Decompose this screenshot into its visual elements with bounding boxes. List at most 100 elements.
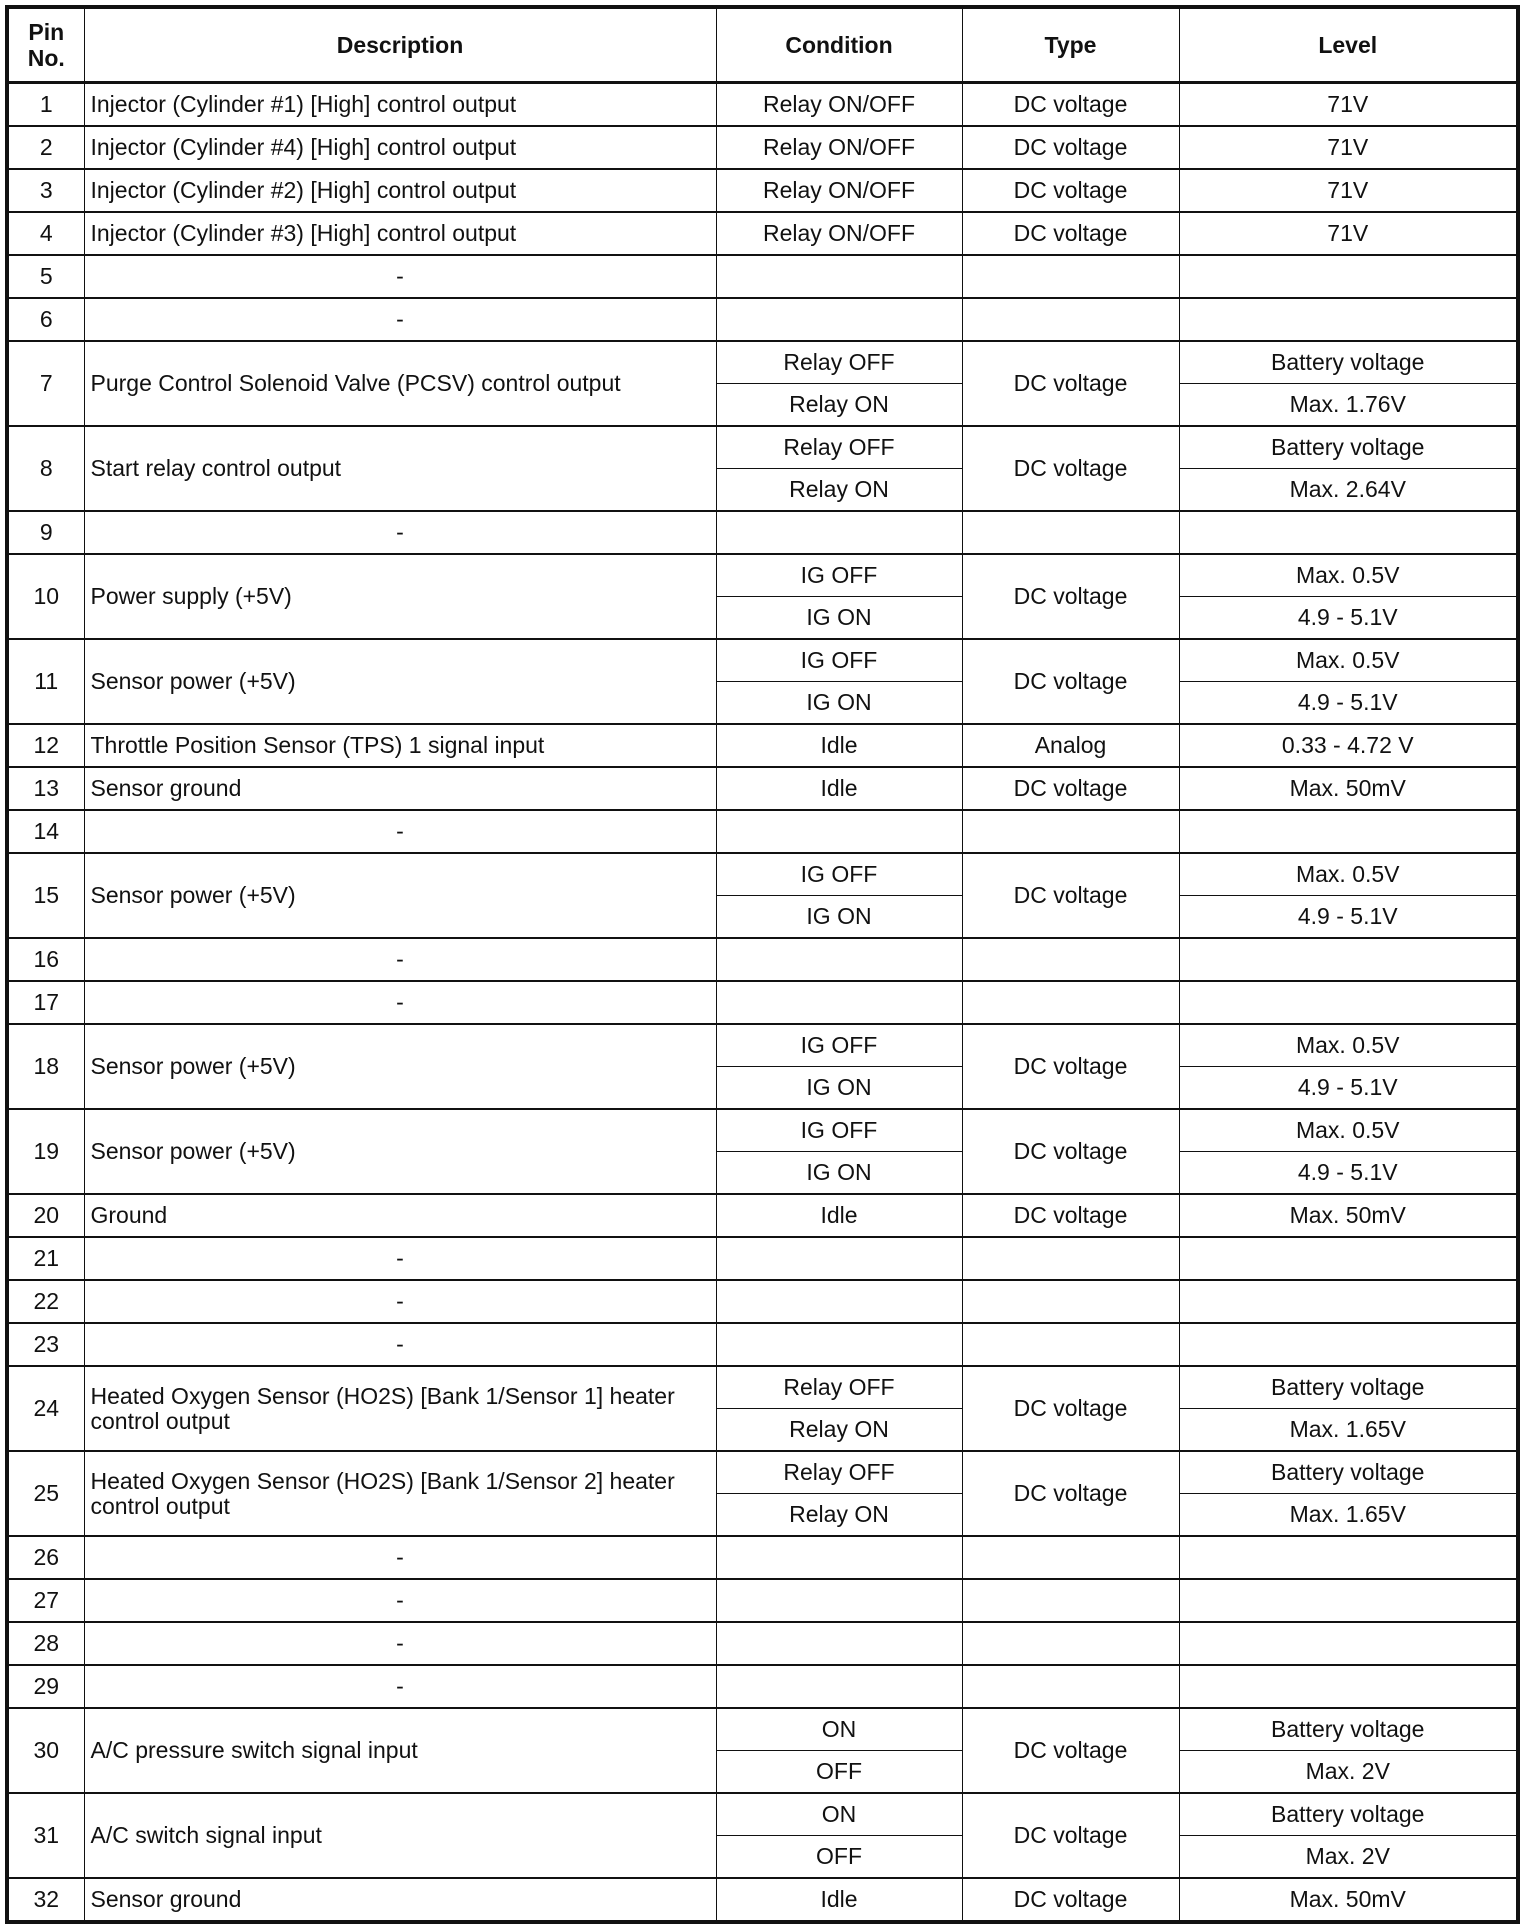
pin-number: 6: [6, 297, 85, 342]
pin-condition: Relay ON: [715, 468, 963, 512]
table-row: 11 Sensor power (+5V) IG OFF DC voltage Max.…: [6, 638, 1519, 725]
pin-number: 5: [6, 254, 85, 299]
pin-level: Max. 0.5V: [1178, 638, 1519, 682]
pin-condition: [715, 1322, 963, 1367]
pin-description: -: [83, 254, 717, 299]
pin-number: 15: [6, 852, 85, 939]
pin-number: 28: [6, 1621, 85, 1666]
pin-level: Max. 1.76V: [1178, 383, 1519, 427]
pin-condition: IG ON: [715, 1151, 963, 1195]
pin-condition: IG ON: [715, 596, 963, 640]
table-row: 12 Throttle Position Sensor (TPS) 1 signa…: [6, 723, 1519, 768]
pin-condition: [715, 980, 963, 1025]
pin-number: 23: [6, 1322, 85, 1367]
pin-condition: IG ON: [715, 1066, 963, 1110]
pin-description: Sensor ground: [83, 1877, 717, 1923]
header-row: Pin No. Description Condition Type Level: [6, 6, 1519, 84]
pin-type: [961, 1322, 1180, 1367]
pin-description: Injector (Cylinder #3) [High] control ou…: [83, 211, 717, 256]
pin-number: 9: [6, 510, 85, 555]
pin-description: Start relay control output: [83, 425, 717, 512]
pin-condition: [715, 1279, 963, 1324]
pin-number: 14: [6, 809, 85, 854]
pin-type: DC voltage: [961, 1792, 1180, 1879]
pin-level: Max. 0.5V: [1178, 852, 1519, 896]
pin-description: -: [83, 297, 717, 342]
pin-type: [961, 809, 1180, 854]
pin-description: A/C pressure switch signal input: [83, 1707, 717, 1794]
pin-condition: ON: [715, 1792, 963, 1836]
pin-condition: OFF: [715, 1750, 963, 1794]
pin-level: Max. 50mV: [1178, 766, 1519, 811]
table-row: 13 Sensor ground Idle DC voltage Max. 50mV: [6, 766, 1519, 811]
table-row: 21-: [6, 1236, 1519, 1281]
table-row: Relay ON Max. 1.65V: [7, 1493, 1519, 1537]
pin-description: Injector (Cylinder #4) [High] control ou…: [83, 125, 717, 170]
table-row: 19 Sensor power (+5V) IG OFF DC voltage Max.…: [6, 1108, 1519, 1195]
pin-condition: IG OFF: [715, 852, 963, 896]
pin-condition: [715, 1621, 963, 1666]
pin-type: [961, 1535, 1180, 1580]
pin-number: 21: [6, 1236, 85, 1281]
pin-condition: ON: [715, 1707, 963, 1751]
pin-condition: IG ON: [715, 681, 963, 725]
table-row: 22-: [6, 1279, 1519, 1324]
pin-level: [1178, 1535, 1519, 1580]
pin-number: 18: [6, 1023, 85, 1110]
pin-description: Injector (Cylinder #2) [High] control ou…: [83, 168, 717, 213]
pin-level: Max. 1.65V: [1178, 1408, 1519, 1452]
pin-type: [961, 1279, 1180, 1324]
pin-number: 3: [6, 168, 85, 213]
pin-level: [1178, 980, 1519, 1025]
header-condition: Condition: [715, 6, 963, 84]
header-pin: Pin No.: [6, 6, 85, 84]
pin-description: Sensor power (+5V): [83, 638, 717, 725]
pin-level: 4.9 - 5.1V: [1178, 596, 1519, 640]
table-row: 5-: [6, 254, 1519, 299]
pin-description: -: [83, 1621, 717, 1666]
pin-condition: Relay ON/OFF: [715, 211, 963, 256]
pin-type: [961, 1664, 1180, 1709]
pin-level: 4.9 - 5.1V: [1178, 1066, 1519, 1110]
pin-type: [961, 1578, 1180, 1623]
pin-level: [1178, 937, 1519, 982]
pin-level: [1178, 1664, 1519, 1709]
pin-level: Battery voltage: [1178, 1365, 1519, 1409]
pin-number: 4: [6, 211, 85, 256]
pin-type: DC voltage: [961, 1877, 1180, 1923]
table-row: 32 Sensor ground Idle DC voltage Max. 50mV: [6, 1877, 1519, 1923]
pin-description: -: [83, 1279, 717, 1324]
pin-type: [961, 1621, 1180, 1666]
pin-type: DC voltage: [961, 638, 1180, 725]
pin-level: Battery voltage: [1178, 1450, 1519, 1494]
pin-condition: Relay OFF: [715, 1450, 963, 1494]
pin-type: DC voltage: [961, 81, 1180, 127]
pin-type: DC voltage: [961, 553, 1180, 640]
table-row: 26-: [6, 1535, 1519, 1580]
table-row: 2 Injector (Cylinder #4) [High] control o…: [6, 125, 1519, 170]
pin-condition: [715, 510, 963, 555]
pin-number: 24: [6, 1365, 85, 1452]
pin-type: [961, 980, 1180, 1025]
pin-condition: [715, 1236, 963, 1281]
table-row: 31 A/C switch signal input ON DC voltage Bat…: [6, 1792, 1519, 1879]
pin-level: Max. 0.5V: [1178, 1108, 1519, 1152]
pin-number: 11: [6, 638, 85, 725]
pin-level: Max. 50mV: [1178, 1877, 1519, 1923]
table-row: 16-: [6, 937, 1519, 982]
header-description: Description: [83, 6, 717, 84]
pin-description: Sensor power (+5V): [83, 1108, 717, 1195]
pin-type: DC voltage: [961, 125, 1180, 170]
pin-number: 8: [6, 425, 85, 512]
pin-level: Battery voltage: [1178, 1707, 1519, 1751]
pin-number: 12: [6, 723, 85, 768]
pin-level: Battery voltage: [1178, 425, 1519, 469]
pin-level: Max. 2V: [1178, 1835, 1519, 1879]
pin-type: DC voltage: [961, 425, 1180, 512]
table-row: 6-: [6, 297, 1519, 342]
pin-level: [1178, 510, 1519, 555]
pin-level: [1178, 1621, 1519, 1666]
pin-condition: [715, 937, 963, 982]
pin-level: [1178, 809, 1519, 854]
pin-condition: [715, 809, 963, 854]
